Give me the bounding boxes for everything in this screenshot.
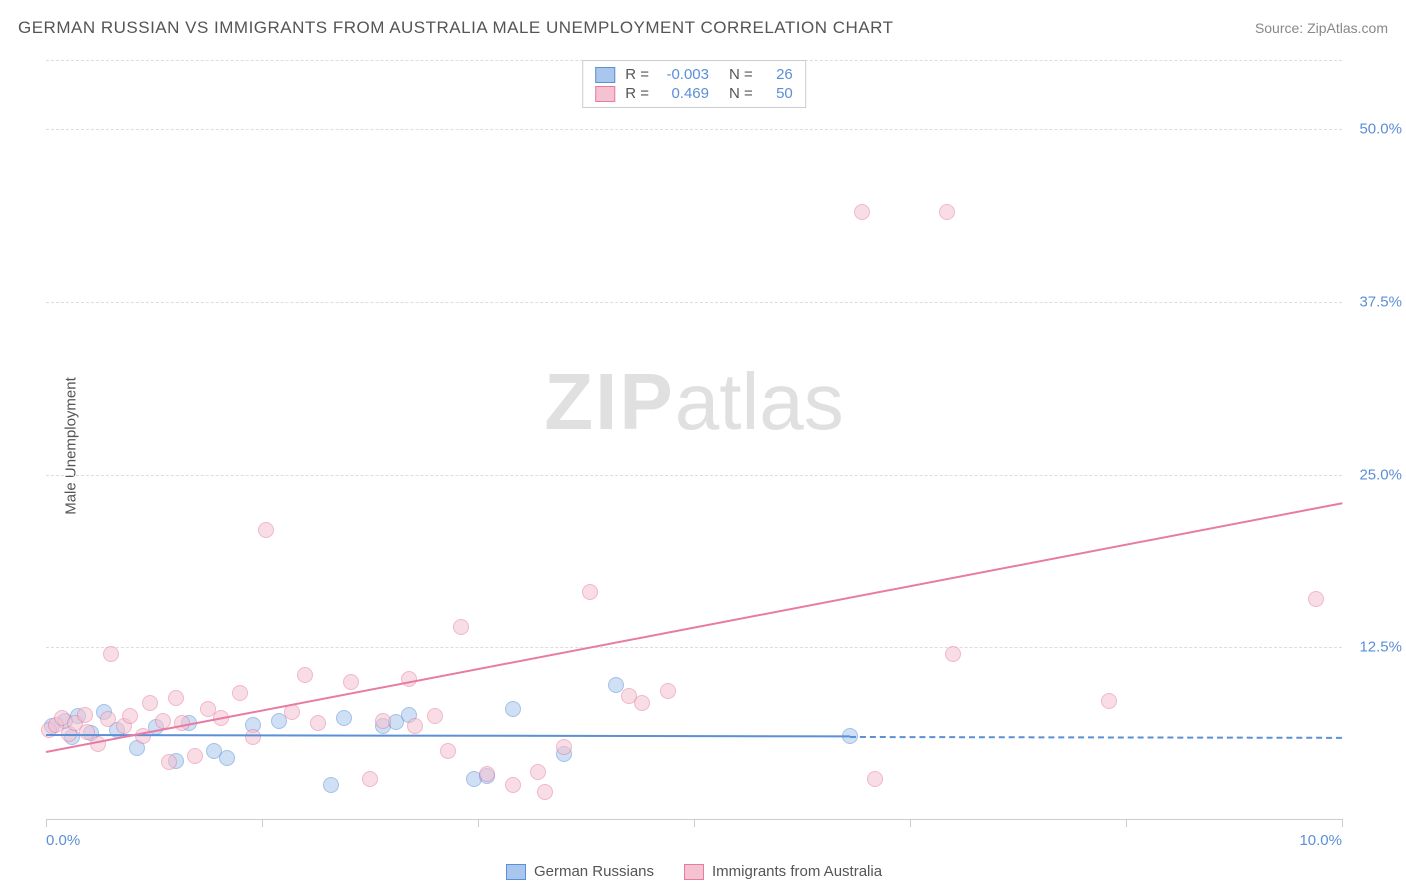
x-tick	[910, 819, 911, 827]
scatter-point	[245, 729, 261, 745]
r-value: 0.469	[659, 85, 709, 102]
scatter-point	[142, 695, 158, 711]
scatter-point	[537, 784, 553, 800]
y-tick-label: 25.0%	[1346, 466, 1402, 483]
scatter-point	[232, 685, 248, 701]
grid-line	[46, 129, 1342, 130]
legend-item: Immigrants from Australia	[684, 863, 882, 880]
scatter-point	[100, 711, 116, 727]
scatter-point	[343, 674, 359, 690]
chart-title: GERMAN RUSSIAN VS IMMIGRANTS FROM AUSTRA…	[18, 18, 893, 38]
scatter-point	[187, 748, 203, 764]
r-label: R =	[625, 85, 649, 102]
scatter-point	[401, 671, 417, 687]
scatter-point	[77, 707, 93, 723]
legend-swatch	[506, 864, 526, 880]
scatter-point	[161, 754, 177, 770]
scatter-point	[945, 646, 961, 662]
bottom-legend: German Russians Immigrants from Australia	[46, 863, 1342, 880]
scatter-point	[440, 743, 456, 759]
chart-header: GERMAN RUSSIAN VS IMMIGRANTS FROM AUSTRA…	[18, 18, 1388, 38]
n-value: 50	[763, 85, 793, 102]
chart-area: ZIPatlas 12.5%25.0%37.5%50.0%0.0%10.0%R …	[46, 60, 1342, 850]
stats-legend: R = -0.003 N = 26 R = 0.469 N = 50	[582, 60, 806, 108]
scatter-point	[479, 766, 495, 782]
scatter-point	[660, 683, 676, 699]
legend-item: German Russians	[506, 863, 654, 880]
scatter-point	[362, 771, 378, 787]
x-tick-label: 0.0%	[46, 832, 80, 849]
scatter-point	[219, 750, 235, 766]
x-tick	[1342, 819, 1343, 827]
grid-line	[46, 647, 1342, 648]
x-tick	[478, 819, 479, 827]
scatter-point	[867, 771, 883, 787]
scatter-point	[310, 715, 326, 731]
scatter-point	[854, 204, 870, 220]
scatter-point	[453, 619, 469, 635]
scatter-point	[323, 777, 339, 793]
legend-swatch	[684, 864, 704, 880]
legend-label: Immigrants from Australia	[712, 863, 882, 880]
r-value: -0.003	[659, 66, 709, 83]
scatter-point	[122, 708, 138, 724]
y-tick-label: 50.0%	[1346, 121, 1402, 138]
r-label: R =	[625, 66, 649, 83]
n-value: 26	[763, 66, 793, 83]
x-tick	[1126, 819, 1127, 827]
x-tick-label: 10.0%	[1299, 832, 1342, 849]
stats-row: R = -0.003 N = 26	[595, 65, 793, 84]
x-tick	[46, 819, 47, 827]
scatter-plot: ZIPatlas 12.5%25.0%37.5%50.0%0.0%10.0%R …	[46, 60, 1342, 820]
scatter-point	[582, 584, 598, 600]
legend-label: German Russians	[534, 863, 654, 880]
scatter-point	[336, 710, 352, 726]
watermark: ZIPatlas	[544, 356, 843, 448]
scatter-point	[168, 690, 184, 706]
scatter-point	[1101, 693, 1117, 709]
scatter-point	[556, 739, 572, 755]
scatter-point	[1308, 591, 1324, 607]
source-attribution: Source: ZipAtlas.com	[1255, 20, 1388, 36]
trend-line	[850, 736, 1342, 739]
x-tick	[694, 819, 695, 827]
scatter-point	[427, 708, 443, 724]
grid-line	[46, 302, 1342, 303]
n-label: N =	[729, 66, 753, 83]
scatter-point	[155, 713, 171, 729]
scatter-point	[407, 718, 423, 734]
legend-swatch	[595, 86, 615, 102]
scatter-point	[258, 522, 274, 538]
stats-row: R = 0.469 N = 50	[595, 84, 793, 103]
trend-line	[46, 734, 850, 737]
n-label: N =	[729, 85, 753, 102]
scatter-point	[297, 667, 313, 683]
scatter-point	[505, 701, 521, 717]
y-tick-label: 37.5%	[1346, 293, 1402, 310]
trend-line	[46, 502, 1342, 753]
scatter-point	[505, 777, 521, 793]
scatter-point	[939, 204, 955, 220]
grid-line	[46, 475, 1342, 476]
legend-swatch	[595, 67, 615, 83]
scatter-point	[634, 695, 650, 711]
scatter-point	[530, 764, 546, 780]
x-tick	[262, 819, 263, 827]
scatter-point	[103, 646, 119, 662]
scatter-point	[375, 713, 391, 729]
y-tick-label: 12.5%	[1346, 639, 1402, 656]
